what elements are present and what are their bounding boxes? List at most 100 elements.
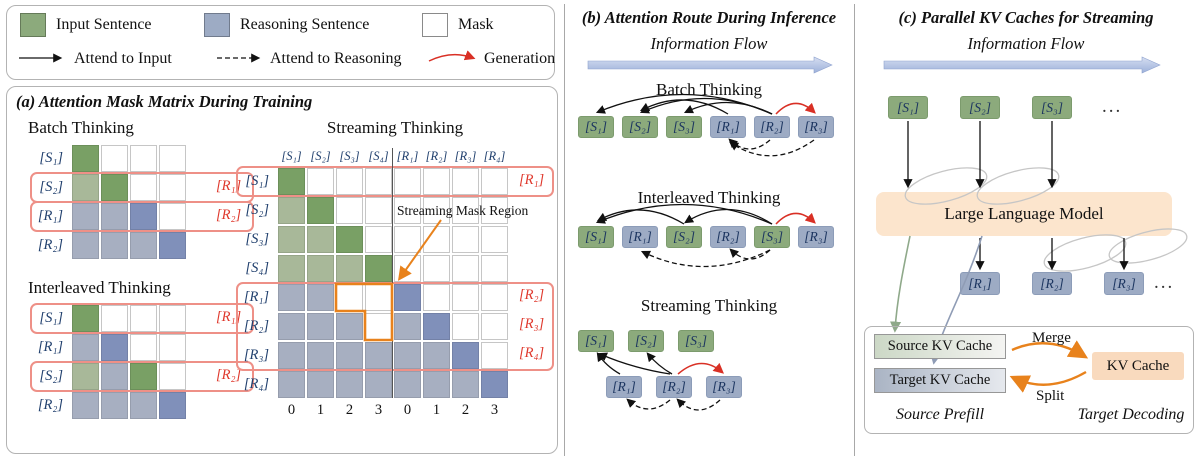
information-flow-arrow-icon — [587, 56, 833, 74]
panel-divider — [564, 4, 565, 456]
batch-attention-matrix: [S₁] [S₂] [R₁] [R₂] — [36, 145, 186, 259]
mask-cell-W — [452, 226, 479, 253]
streaming-mask-region-arrow-icon — [397, 219, 442, 281]
mask-cell-b — [72, 392, 99, 419]
legend-attend-input-label: Attend to Input — [74, 50, 172, 67]
mask-cell-b — [423, 371, 450, 398]
matrix-row-label: [S₁] — [245, 173, 269, 189]
batch-thinking-heading: Batch Thinking — [28, 118, 134, 137]
mask-cell-W — [481, 197, 508, 224]
stream-loop-icon — [1043, 234, 1127, 272]
mask-cell-b — [278, 371, 305, 398]
streaming-column-labels: [S₁] [S₂] [S₃] [S₄] [R₁] [R₂] [R₃] [R₄] — [278, 149, 508, 164]
input-token-chip: [S₁] — [578, 116, 614, 138]
generation-arrow-icon — [428, 50, 476, 62]
mask-cell-G — [336, 226, 363, 253]
reasoning-token-chip: [R₃] — [798, 226, 834, 248]
attend-input-arrow — [596, 209, 685, 225]
mask-cell-W — [130, 174, 157, 201]
mask-cell-W — [159, 305, 186, 332]
attend-input-arrow — [595, 203, 773, 225]
matrix-col-label: [R₄] — [483, 149, 506, 163]
mask-cell-W — [365, 313, 392, 340]
streaming-input-tokens: [S₁] [S₂] [S₃] — [578, 330, 714, 352]
mask-cell-W — [101, 305, 128, 332]
legend-attend-reasoning-label: Attend to Reasoning — [270, 50, 402, 67]
matrix-col-label: [R₂] — [425, 149, 448, 163]
attend-input-arrow — [646, 352, 673, 375]
mask-cell-W — [481, 226, 508, 253]
legend-reasoning-label: Reasoning Sentence — [240, 16, 370, 33]
matrix-row-label: [S₁] — [39, 150, 63, 166]
matrix-row-label: [S₂] — [245, 202, 269, 218]
matrix-row-label: [R₁] — [37, 208, 63, 224]
mask-cell-B — [394, 284, 421, 311]
attend-input-arrow — [683, 101, 773, 115]
mask-cell-G — [130, 363, 157, 390]
attend-reasoning-arrow — [676, 398, 721, 411]
matrix-row-label: [R₄] — [243, 376, 269, 392]
information-flow-label: Information Flow — [650, 34, 768, 53]
panel-a-box — [6, 86, 558, 454]
split-arrow-icon — [1009, 370, 1087, 393]
panel-c-flow-arrows — [889, 121, 1188, 393]
mask-cell-W — [159, 145, 186, 172]
mask-cell-W — [336, 197, 363, 224]
mask-cell-B — [159, 392, 186, 419]
mask-cell-G — [278, 168, 305, 195]
mask-cell-W — [159, 203, 186, 230]
matrix-col-label: [R₃] — [454, 149, 477, 163]
mask-cell-W — [101, 145, 128, 172]
mask-cell-b — [130, 232, 157, 259]
mask-cell-g — [278, 197, 305, 224]
llm-to-source-cache-arrow — [889, 235, 911, 333]
generation-label: [R₂] — [216, 367, 242, 383]
panel-b-title: (b) Attention Route During Inference — [581, 8, 837, 27]
input-token-chip: [S₂] — [628, 330, 664, 352]
attend-input-arrow — [684, 208, 773, 225]
mask-cell-W — [394, 168, 421, 195]
mask-cell-b — [336, 371, 363, 398]
red-arrow — [428, 50, 476, 62]
mask-cell-W — [452, 255, 479, 282]
mask-cell-b — [72, 232, 99, 259]
input-token-chip: [S₂] — [622, 116, 658, 138]
mask-cell-W — [452, 313, 479, 340]
reasoning-token-chip: [R₂] — [1032, 272, 1072, 295]
mask-cell-b — [365, 342, 392, 369]
mask-cell-b — [278, 342, 305, 369]
source-kv-cache-box: Source KV Cache — [874, 334, 1006, 359]
input-token-chip: [S₃] — [754, 226, 790, 248]
interleaved-attention-matrix: [S₁] [R₁] [S₂] [R₂] — [36, 305, 186, 419]
block-arrow — [587, 56, 833, 74]
panel-divider — [854, 4, 855, 456]
mask-cell-b — [101, 392, 128, 419]
mask-cell-b — [307, 371, 334, 398]
generation-label: [R₁] — [216, 309, 242, 325]
generation-box — [236, 282, 554, 371]
reasoning-token-chip: [R₂] — [754, 116, 790, 138]
mask-cell-W — [423, 168, 450, 195]
reasoning-token-chip: [R₁] — [606, 376, 642, 398]
attend-reasoning-arrow — [640, 249, 771, 268]
generation-label: [R₁] — [519, 172, 545, 188]
reasoning-sentence-swatch — [204, 13, 230, 37]
reasoning-token-chip: [R₃] — [1104, 272, 1144, 295]
generation-label: [R₁] — [216, 178, 242, 194]
mask-cell-b — [101, 232, 128, 259]
generation-label: [R₂] — [216, 207, 242, 223]
mask-cell-b — [278, 313, 305, 340]
merge-arrow-icon — [1011, 340, 1089, 359]
matrix-row-label: [R₂] — [243, 318, 269, 334]
matrix-row-label: [R₁] — [243, 289, 269, 305]
mask-cell-b — [336, 313, 363, 340]
matrix-col-label: [R₁] — [396, 149, 419, 163]
matrix-col-label: [S₁] — [281, 149, 302, 163]
mask-cell-b — [307, 284, 334, 311]
stream-loop-icon — [976, 167, 1060, 205]
mask-cell-W — [130, 145, 157, 172]
streaming-attention-matrix: [S₁] [S₂] [S₃] [S₄] [R₁] [R₂] [R₃] [R₄] — [242, 168, 508, 398]
mask-cell-B — [423, 313, 450, 340]
streaming-column-numbers: 0 1 2 3 0 1 2 3 — [278, 402, 508, 419]
generation-box — [30, 201, 254, 232]
